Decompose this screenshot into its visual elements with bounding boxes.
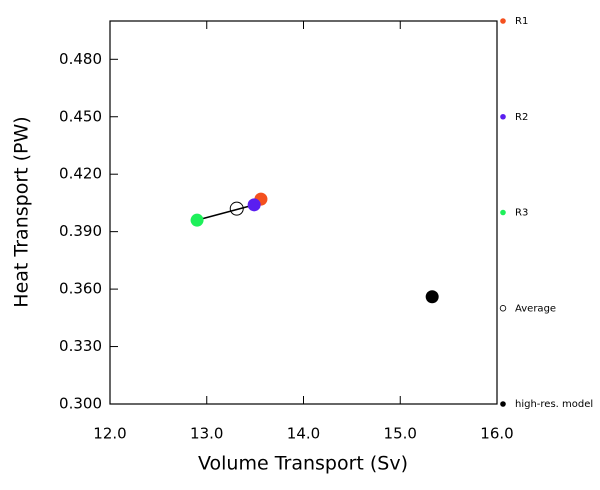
legend-label: R2 <box>515 112 528 123</box>
y-tick-label: 0.330 <box>59 337 102 355</box>
connector <box>196 204 255 221</box>
point <box>229 201 244 216</box>
legend-marker <box>500 18 506 24</box>
x-tick-label: 12.0 <box>93 425 126 443</box>
y-tick-label: 0.480 <box>59 50 102 68</box>
y-tick-label: 0.300 <box>59 395 102 413</box>
legend-label: Average <box>515 303 556 314</box>
point <box>247 198 261 212</box>
x-axis-label: Volume Transport (Sv) <box>198 453 408 475</box>
legend-label: R3 <box>515 208 528 219</box>
y-tick-label: 0.450 <box>59 107 102 125</box>
plot-frame <box>109 20 498 405</box>
y-tick-label: 0.390 <box>59 222 102 240</box>
y-tick-label: 0.420 <box>59 165 102 183</box>
point <box>425 290 439 304</box>
legend-label: R1 <box>515 16 528 27</box>
y-tick-label: 0.360 <box>59 280 102 298</box>
legend-label: high-res. model <box>515 399 593 410</box>
legend-marker <box>500 209 506 216</box>
legend-marker <box>500 113 506 120</box>
legend-marker <box>500 401 506 407</box>
y-axis-label: Heat Transport (PW) <box>11 116 33 307</box>
x-tick-label: 16.0 <box>480 425 513 443</box>
legend-marker <box>499 305 507 312</box>
x-tick-label: 13.0 <box>190 425 223 443</box>
x-tick-label: 14.0 <box>287 425 320 443</box>
x-tick-label: 15.0 <box>384 425 417 443</box>
point <box>190 213 204 227</box>
